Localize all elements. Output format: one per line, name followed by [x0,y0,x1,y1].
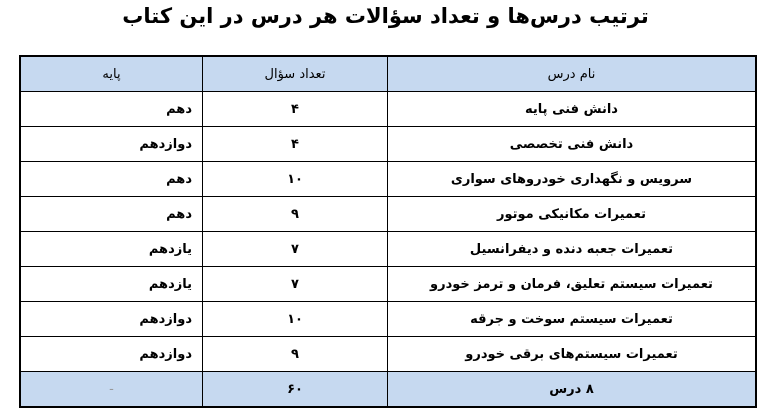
courses-table: نام درس تعداد سؤال پایه دانش فنی پایه ۴ ده… [19,55,757,408]
grade-cell: یازدهم [19,231,203,267]
course-name-cell: تعمیرات جعبه دنده و دیفرانسیل [387,231,757,267]
table-row: تعمیرات جعبه دنده و دیفرانسیل ۷ یازدهم [19,231,757,267]
table-row: سرویس و نگهداری خودروهای سواری ۱۰ دهم [19,161,757,197]
question-count-cell: ۹ [202,196,388,232]
table-row: دانش فنی پایه ۴ دهم [19,91,757,127]
grade-cell: دهم [19,91,203,127]
question-count-cell: ۱۰ [202,301,388,337]
grade-cell: یازدهم [19,266,203,302]
table-header-row: نام درس تعداد سؤال پایه [19,55,757,92]
grade-cell: دهم [19,196,203,232]
grade-cell: دوازدهم [19,336,203,372]
course-name-cell: تعمیرات مکانیکی موتور [387,196,757,232]
question-count-cell: ۴ [202,91,388,127]
question-count-cell: ۹ [202,336,388,372]
page-title: ترتیب درس‌ها و تعداد سؤالات هر درس در ای… [122,4,649,28]
course-name-cell: تعمیرات سیستم تعلیق، فرمان و ترمز خودرو [387,266,757,302]
table-row: دانش فنی تخصصی ۴ دوازدهم [19,126,757,162]
header-course-name: نام درس [387,55,757,92]
course-name-cell: دانش فنی تخصصی [387,126,757,162]
grade-cell: دوازدهم [19,301,203,337]
question-count-cell: ۷ [202,266,388,302]
grade-cell: دوازدهم [19,126,203,162]
question-count-cell: ۷ [202,231,388,267]
table-row: تعمیرات مکانیکی موتور ۹ دهم [19,196,757,232]
grade-cell: دهم [19,161,203,197]
header-question-count: تعداد سؤال [202,55,388,92]
question-count-cell: ۴ [202,126,388,162]
course-name-cell: سرویس و نگهداری خودروهای سواری [387,161,757,197]
total-questions: ۶۰ [202,371,388,408]
table-footer-row: ۸ درس ۶۰ - [19,371,757,408]
course-name-cell: تعمیرات سیستم‌های برقی خودرو [387,336,757,372]
table-row: تعمیرات سیستم تعلیق، فرمان و ترمز خودرو ۷… [19,266,757,302]
total-courses: ۸ درس [387,371,757,408]
total-grade: - [19,371,203,408]
header-grade: پایه [19,55,203,92]
table-row: تعمیرات سیستم سوخت و جرقه ۱۰ دوازدهم [19,301,757,337]
table-row: تعمیرات سیستم‌های برقی خودرو ۹ دوازدهم [19,336,757,372]
question-count-cell: ۱۰ [202,161,388,197]
course-name-cell: دانش فنی پایه [387,91,757,127]
course-name-cell: تعمیرات سیستم سوخت و جرقه [387,301,757,337]
